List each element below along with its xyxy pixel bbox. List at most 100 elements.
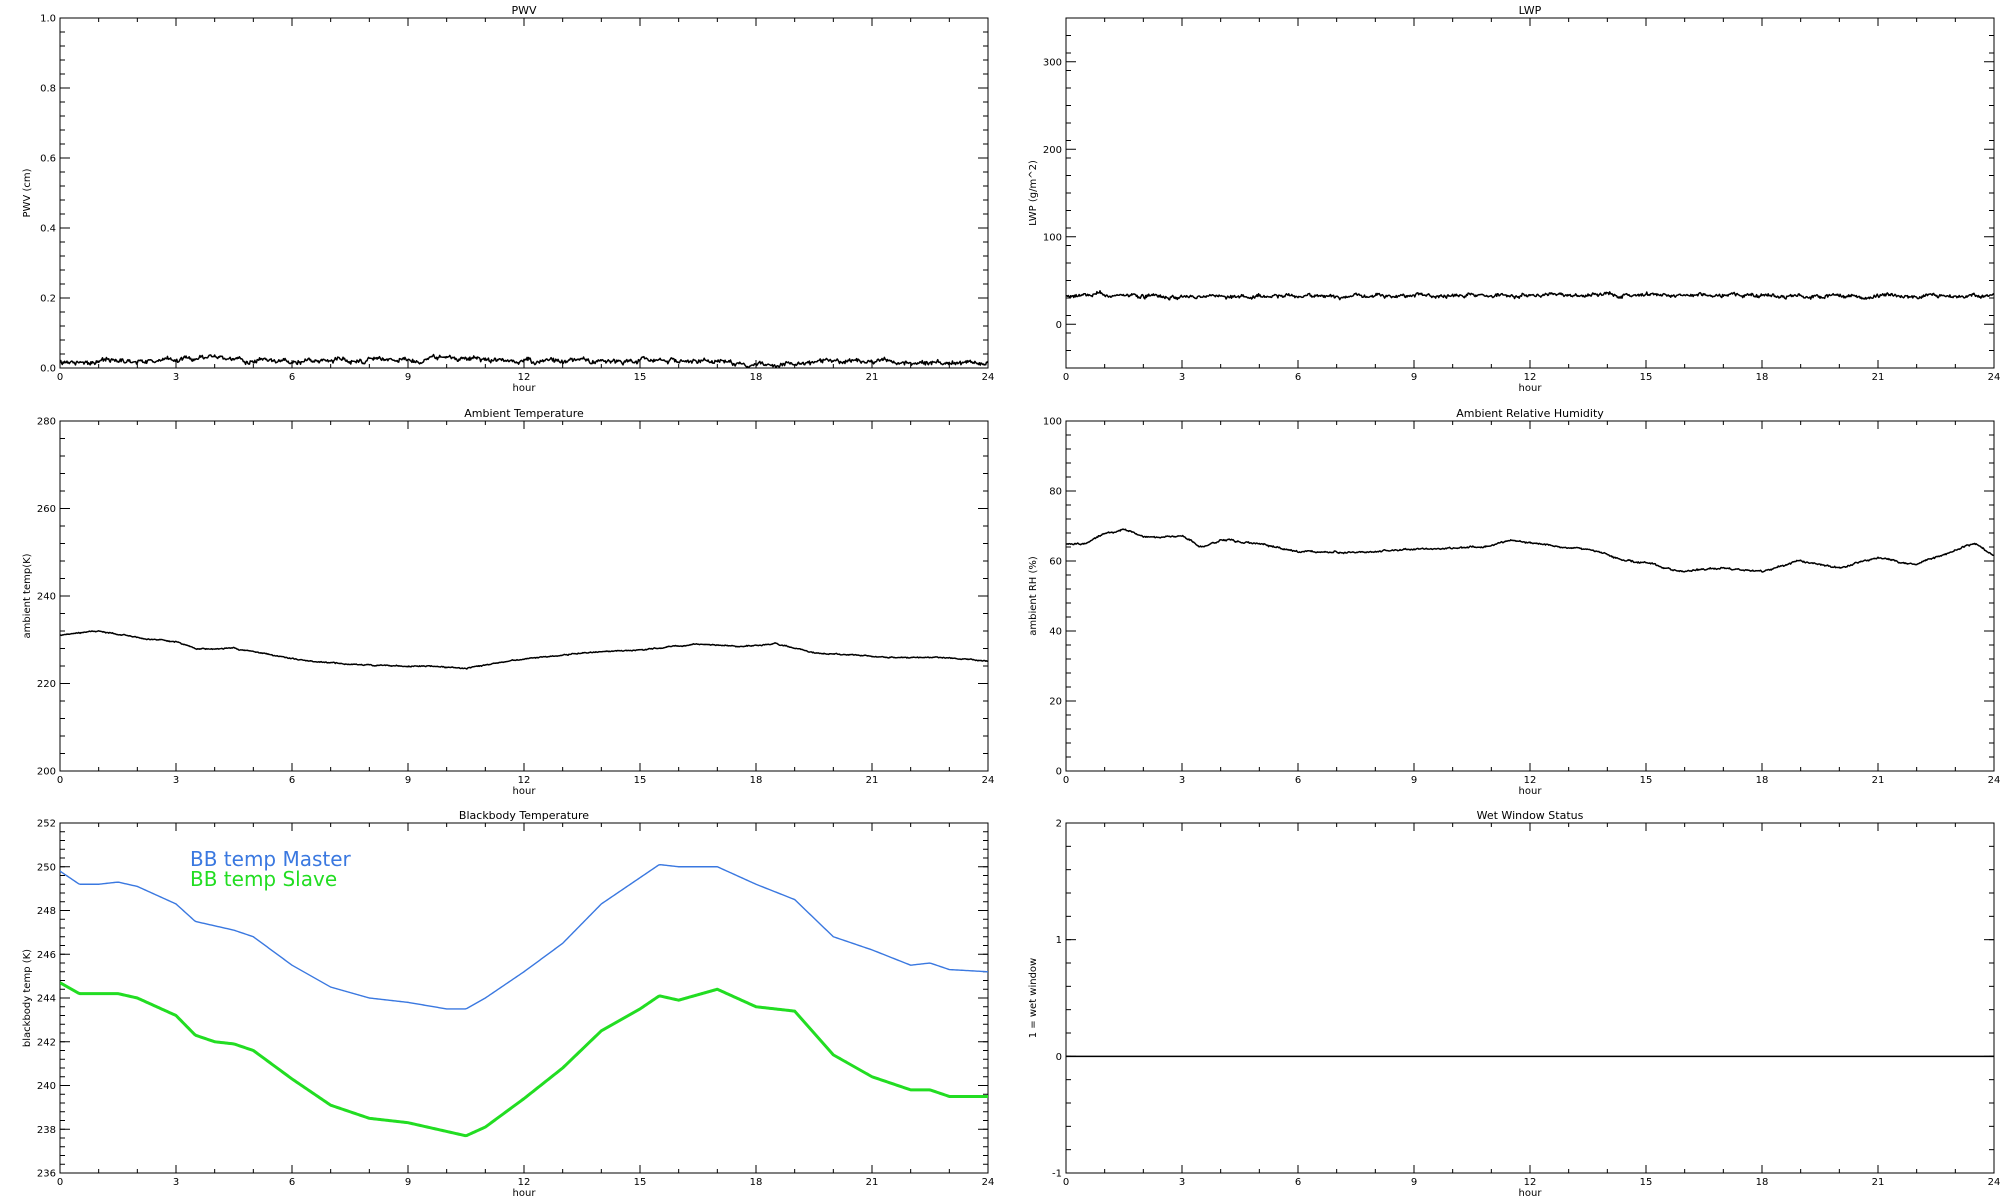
x-tick-label: 6 bbox=[289, 1177, 295, 1188]
x-tick-label: 18 bbox=[750, 372, 763, 383]
y-tick-label: 80 bbox=[1049, 487, 1062, 498]
y-axis-label: ambient temp(K) bbox=[22, 553, 33, 638]
x-tick-label: 24 bbox=[1988, 1177, 2000, 1188]
x-tick-label: 0 bbox=[57, 372, 63, 383]
x-tick-label: 0 bbox=[57, 1177, 63, 1188]
y-tick-label: 242 bbox=[37, 1037, 56, 1048]
y-tick-label: 1.0 bbox=[40, 14, 56, 25]
y-tick-label: 200 bbox=[37, 767, 56, 778]
x-tick-label: 21 bbox=[1872, 1177, 1885, 1188]
y-tick-label: 200 bbox=[1043, 145, 1062, 156]
plot-frame bbox=[1065, 420, 1995, 772]
y-tick-label: 248 bbox=[37, 906, 56, 917]
x-tick-label: 18 bbox=[1756, 775, 1769, 786]
x-tick-label: 21 bbox=[1872, 775, 1885, 786]
x-tick-label: 18 bbox=[750, 775, 763, 786]
ambient-temp-series-line bbox=[60, 630, 988, 670]
y-tick-label: 238 bbox=[37, 1125, 56, 1136]
x-axis-label: hour bbox=[1519, 786, 1543, 797]
y-axis-label: blackbody temp (K) bbox=[22, 949, 33, 1047]
y-tick-label: 20 bbox=[1049, 697, 1062, 708]
x-tick-label: 24 bbox=[1988, 372, 2000, 383]
y-axis-label: ambient RH (%) bbox=[1028, 556, 1039, 636]
plot-frame bbox=[59, 17, 989, 369]
x-tick-label: 24 bbox=[982, 775, 995, 786]
x-tick-label: 15 bbox=[1640, 1177, 1653, 1188]
bb-temp-master-series-line bbox=[60, 863, 988, 1010]
pwv-chart: PWV 0 3 6 9 12 15 18 21 24 hour 0.0 0.2 0.4 0.6 0.8 1.0 P… bbox=[22, 4, 994, 394]
x-tick-label: 24 bbox=[1988, 775, 2000, 786]
y-tick-label: 244 bbox=[37, 994, 56, 1005]
y-tick-label: 1 bbox=[1056, 935, 1062, 946]
x-tick-label: 21 bbox=[866, 775, 879, 786]
x-tick-label: 0 bbox=[1063, 1177, 1069, 1188]
x-tick-label: 3 bbox=[173, 775, 179, 786]
y-tick-label: 0 bbox=[1056, 767, 1062, 778]
x-tick-label: 0 bbox=[1063, 775, 1069, 786]
lwp-chart: LWP 0 3 6 9 12 15 18 21 24 hour 0 100 200 300 LWP (g/m^… bbox=[1028, 4, 2000, 394]
y-tick-label: 250 bbox=[37, 862, 56, 873]
x-tick-label: 12 bbox=[1524, 775, 1537, 786]
y-tick-label: 240 bbox=[37, 592, 56, 603]
chart-title: LWP bbox=[1519, 4, 1542, 17]
x-tick-label: 3 bbox=[1179, 1177, 1185, 1188]
y-tick-label: 240 bbox=[37, 1081, 56, 1092]
x-tick-label: 9 bbox=[1411, 775, 1417, 786]
x-tick-label: 15 bbox=[1640, 372, 1653, 383]
x-tick-label: 6 bbox=[289, 372, 295, 383]
plot-frame bbox=[59, 420, 989, 772]
blackbody-temp-chart: Blackbody Temperature 0 3 6 9 12 15 18 21 24 hour 2… bbox=[22, 809, 994, 1199]
y-tick-label: 300 bbox=[1043, 57, 1062, 68]
chart-title: Wet Window Status bbox=[1477, 809, 1584, 822]
x-tick-label: 18 bbox=[750, 1177, 763, 1188]
y-axis-label: LWP (g/m^2) bbox=[1028, 160, 1039, 226]
y-tick-label: 0 bbox=[1056, 320, 1062, 331]
x-tick-label: 6 bbox=[289, 775, 295, 786]
legend-entry: BB temp Slave bbox=[190, 867, 337, 891]
x-tick-label: 12 bbox=[1524, 1177, 1537, 1188]
x-tick-label: 24 bbox=[982, 1177, 995, 1188]
x-tick-label: 18 bbox=[1756, 1177, 1769, 1188]
x-tick-label: 3 bbox=[173, 1177, 179, 1188]
x-tick-label: 6 bbox=[1295, 372, 1301, 383]
x-tick-label: 12 bbox=[1524, 372, 1537, 383]
x-tick-label: 9 bbox=[1411, 1177, 1417, 1188]
y-tick-label: 0.2 bbox=[40, 294, 56, 305]
x-axis-label: hour bbox=[513, 1188, 537, 1199]
x-tick-label: 21 bbox=[866, 1177, 879, 1188]
x-tick-label: 3 bbox=[1179, 372, 1185, 383]
x-tick-label: 21 bbox=[1872, 372, 1885, 383]
x-tick-label: 18 bbox=[1756, 372, 1769, 383]
ambient-rh-series-line bbox=[1066, 528, 1994, 573]
bb-temp-slave-series-line bbox=[60, 981, 988, 1138]
x-tick-label: 9 bbox=[405, 775, 411, 786]
y-tick-label: 100 bbox=[1043, 232, 1062, 243]
chart-title: Ambient Relative Humidity bbox=[1456, 407, 1604, 420]
y-tick-label: 100 bbox=[1043, 417, 1062, 428]
y-axis-label: 1 = wet window bbox=[1028, 958, 1039, 1038]
y-tick-label: 60 bbox=[1049, 557, 1062, 568]
y-tick-label: 40 bbox=[1049, 627, 1062, 638]
x-tick-label: 0 bbox=[1063, 372, 1069, 383]
y-tick-label: 0.0 bbox=[40, 364, 56, 375]
chart-title: Blackbody Temperature bbox=[459, 809, 589, 822]
y-tick-label: 0.6 bbox=[40, 154, 56, 165]
y-tick-label: 0.8 bbox=[40, 84, 56, 95]
x-tick-label: 6 bbox=[1295, 1177, 1301, 1188]
x-tick-label: 24 bbox=[982, 372, 995, 383]
y-tick-label: 0.4 bbox=[40, 224, 56, 235]
ambient-rh-chart: Ambient Relative Humidity 0 3 6 9 12 15 18 21 24 h… bbox=[1028, 407, 2000, 797]
x-tick-label: 9 bbox=[405, 1177, 411, 1188]
x-axis-label: hour bbox=[513, 786, 537, 797]
x-tick-label: 3 bbox=[1179, 775, 1185, 786]
ambient-temp-chart: Ambient Temperature 0 3 6 9 12 15 18 21 24 hour 200… bbox=[22, 407, 994, 797]
x-tick-label: 6 bbox=[1295, 775, 1301, 786]
x-tick-label: 15 bbox=[634, 1177, 647, 1188]
x-tick-label: 15 bbox=[634, 775, 647, 786]
x-tick-label: 12 bbox=[518, 775, 531, 786]
x-tick-label: 12 bbox=[518, 1177, 531, 1188]
x-tick-label: 21 bbox=[866, 372, 879, 383]
x-tick-label: 3 bbox=[173, 372, 179, 383]
pwv-series-line bbox=[60, 353, 988, 368]
